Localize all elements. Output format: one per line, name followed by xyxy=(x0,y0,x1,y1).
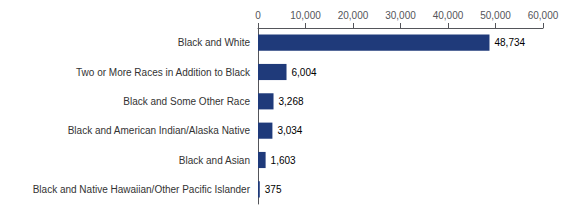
svg-text:Black and Native Hawaiian/Othe: Black and Native Hawaiian/Other Pacific … xyxy=(33,184,251,195)
svg-text:Black and American Indian/Alas: Black and American Indian/Alaska Native xyxy=(68,125,251,136)
svg-text:40,000: 40,000 xyxy=(433,10,464,21)
svg-text:1,603: 1,603 xyxy=(271,155,296,166)
svg-text:Two or More Races in Addition: Two or More Races in Addition to Black xyxy=(76,67,251,78)
svg-text:48,734: 48,734 xyxy=(494,37,525,48)
svg-text:375: 375 xyxy=(265,184,282,195)
svg-text:6,004: 6,004 xyxy=(292,67,317,78)
svg-text:30,000: 30,000 xyxy=(385,10,416,21)
svg-text:Black and Asian: Black and Asian xyxy=(179,155,250,166)
svg-text:20,000: 20,000 xyxy=(338,10,369,21)
svg-text:3,034: 3,034 xyxy=(277,125,302,136)
svg-text:60,000: 60,000 xyxy=(528,10,559,21)
svg-text:3,268: 3,268 xyxy=(279,96,304,107)
svg-text:Black and White: Black and White xyxy=(178,37,251,48)
svg-text:Black and Some Other Race: Black and Some Other Race xyxy=(123,96,250,107)
svg-text:50,000: 50,000 xyxy=(480,10,511,21)
svg-text:10,000: 10,000 xyxy=(290,10,321,21)
svg-text:0: 0 xyxy=(255,10,261,21)
